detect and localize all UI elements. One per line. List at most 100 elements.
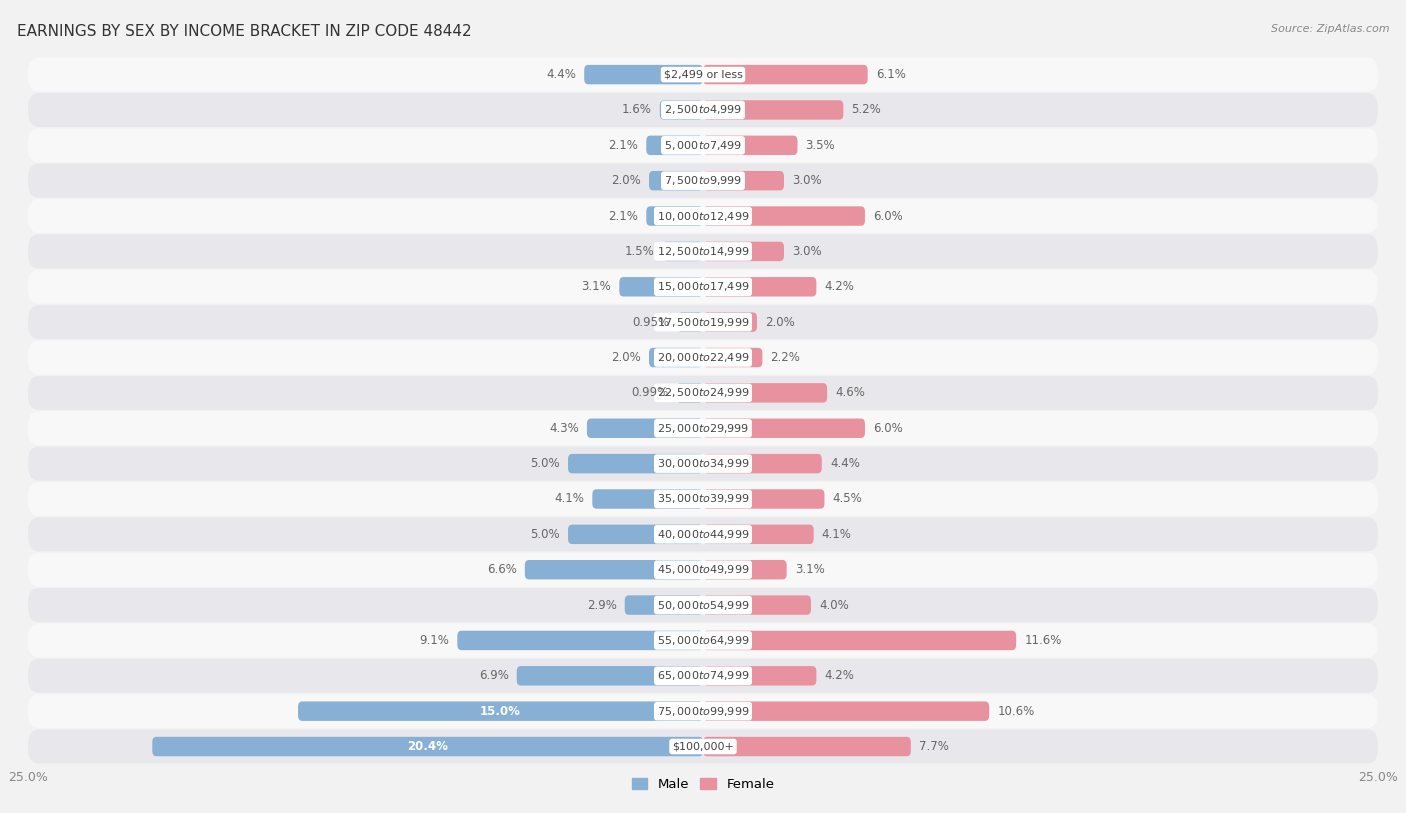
Text: $22,500 to $24,999: $22,500 to $24,999 [657, 386, 749, 399]
FancyBboxPatch shape [703, 524, 814, 544]
FancyBboxPatch shape [28, 128, 1378, 163]
FancyBboxPatch shape [650, 348, 703, 367]
Text: 4.1%: 4.1% [821, 528, 852, 541]
Text: $20,000 to $22,499: $20,000 to $22,499 [657, 351, 749, 364]
FancyBboxPatch shape [457, 631, 703, 650]
FancyBboxPatch shape [28, 694, 1378, 728]
Text: $12,500 to $14,999: $12,500 to $14,999 [657, 245, 749, 258]
Text: $40,000 to $44,999: $40,000 to $44,999 [657, 528, 749, 541]
Legend: Male, Female: Male, Female [626, 773, 780, 797]
Text: $35,000 to $39,999: $35,000 to $39,999 [657, 493, 749, 506]
Text: 6.1%: 6.1% [876, 68, 905, 81]
Text: 4.6%: 4.6% [835, 386, 865, 399]
Text: 3.0%: 3.0% [792, 174, 821, 187]
FancyBboxPatch shape [703, 489, 824, 509]
Text: 2.2%: 2.2% [770, 351, 800, 364]
FancyBboxPatch shape [647, 136, 703, 155]
FancyBboxPatch shape [703, 348, 762, 367]
FancyBboxPatch shape [676, 383, 703, 402]
FancyBboxPatch shape [703, 312, 756, 332]
FancyBboxPatch shape [28, 482, 1378, 516]
Text: $50,000 to $54,999: $50,000 to $54,999 [657, 598, 749, 611]
Text: 2.1%: 2.1% [609, 210, 638, 223]
FancyBboxPatch shape [28, 270, 1378, 304]
Text: 3.1%: 3.1% [582, 280, 612, 293]
FancyBboxPatch shape [703, 383, 827, 402]
Text: 5.0%: 5.0% [530, 457, 560, 470]
Text: $2,499 or less: $2,499 or less [664, 70, 742, 80]
FancyBboxPatch shape [568, 454, 703, 473]
FancyBboxPatch shape [28, 588, 1378, 622]
Text: 4.2%: 4.2% [824, 280, 855, 293]
FancyBboxPatch shape [624, 595, 703, 615]
FancyBboxPatch shape [298, 702, 703, 721]
FancyBboxPatch shape [28, 58, 1378, 92]
Text: 3.5%: 3.5% [806, 139, 835, 152]
Text: $45,000 to $49,999: $45,000 to $49,999 [657, 563, 749, 576]
Text: 4.5%: 4.5% [832, 493, 862, 506]
FancyBboxPatch shape [703, 100, 844, 120]
Text: $5,000 to $7,499: $5,000 to $7,499 [664, 139, 742, 152]
FancyBboxPatch shape [647, 207, 703, 226]
FancyBboxPatch shape [592, 489, 703, 509]
Text: 6.9%: 6.9% [479, 669, 509, 682]
FancyBboxPatch shape [517, 666, 703, 685]
FancyBboxPatch shape [703, 666, 817, 685]
Text: $65,000 to $74,999: $65,000 to $74,999 [657, 669, 749, 682]
Text: 3.0%: 3.0% [792, 245, 821, 258]
Text: 4.1%: 4.1% [554, 493, 585, 506]
Text: 2.1%: 2.1% [609, 139, 638, 152]
FancyBboxPatch shape [524, 560, 703, 580]
FancyBboxPatch shape [28, 199, 1378, 233]
FancyBboxPatch shape [703, 171, 785, 190]
Text: 20.4%: 20.4% [408, 740, 449, 753]
Text: 15.0%: 15.0% [479, 705, 522, 718]
FancyBboxPatch shape [585, 65, 703, 85]
Text: 0.95%: 0.95% [633, 315, 669, 328]
FancyBboxPatch shape [28, 446, 1378, 480]
Text: 2.9%: 2.9% [586, 598, 617, 611]
FancyBboxPatch shape [28, 376, 1378, 410]
Text: 7.7%: 7.7% [920, 740, 949, 753]
FancyBboxPatch shape [650, 171, 703, 190]
FancyBboxPatch shape [28, 305, 1378, 339]
Text: 6.0%: 6.0% [873, 210, 903, 223]
Text: 1.5%: 1.5% [624, 245, 654, 258]
FancyBboxPatch shape [659, 100, 703, 120]
FancyBboxPatch shape [703, 65, 868, 85]
Text: 0.99%: 0.99% [631, 386, 668, 399]
FancyBboxPatch shape [28, 93, 1378, 127]
Text: 6.6%: 6.6% [486, 563, 517, 576]
FancyBboxPatch shape [28, 729, 1378, 763]
Text: 2.0%: 2.0% [612, 174, 641, 187]
FancyBboxPatch shape [703, 207, 865, 226]
FancyBboxPatch shape [152, 737, 703, 756]
FancyBboxPatch shape [703, 702, 990, 721]
FancyBboxPatch shape [703, 241, 785, 261]
Text: 6.0%: 6.0% [873, 422, 903, 435]
Text: $25,000 to $29,999: $25,000 to $29,999 [657, 422, 749, 435]
FancyBboxPatch shape [28, 553, 1378, 587]
FancyBboxPatch shape [703, 136, 797, 155]
Text: 4.3%: 4.3% [550, 422, 579, 435]
Text: Source: ZipAtlas.com: Source: ZipAtlas.com [1271, 24, 1389, 34]
FancyBboxPatch shape [28, 234, 1378, 268]
Text: 4.4%: 4.4% [830, 457, 859, 470]
FancyBboxPatch shape [28, 517, 1378, 551]
Text: 10.6%: 10.6% [997, 705, 1035, 718]
Text: 2.0%: 2.0% [765, 315, 794, 328]
FancyBboxPatch shape [28, 411, 1378, 446]
FancyBboxPatch shape [568, 524, 703, 544]
Text: 5.2%: 5.2% [852, 103, 882, 116]
Text: $17,500 to $19,999: $17,500 to $19,999 [657, 315, 749, 328]
Text: 4.2%: 4.2% [824, 669, 855, 682]
Text: 2.0%: 2.0% [612, 351, 641, 364]
Text: 11.6%: 11.6% [1024, 634, 1062, 647]
FancyBboxPatch shape [703, 631, 1017, 650]
Text: 1.6%: 1.6% [621, 103, 652, 116]
FancyBboxPatch shape [28, 624, 1378, 658]
Text: $75,000 to $99,999: $75,000 to $99,999 [657, 705, 749, 718]
FancyBboxPatch shape [703, 454, 821, 473]
Text: 4.4%: 4.4% [547, 68, 576, 81]
FancyBboxPatch shape [28, 341, 1378, 375]
